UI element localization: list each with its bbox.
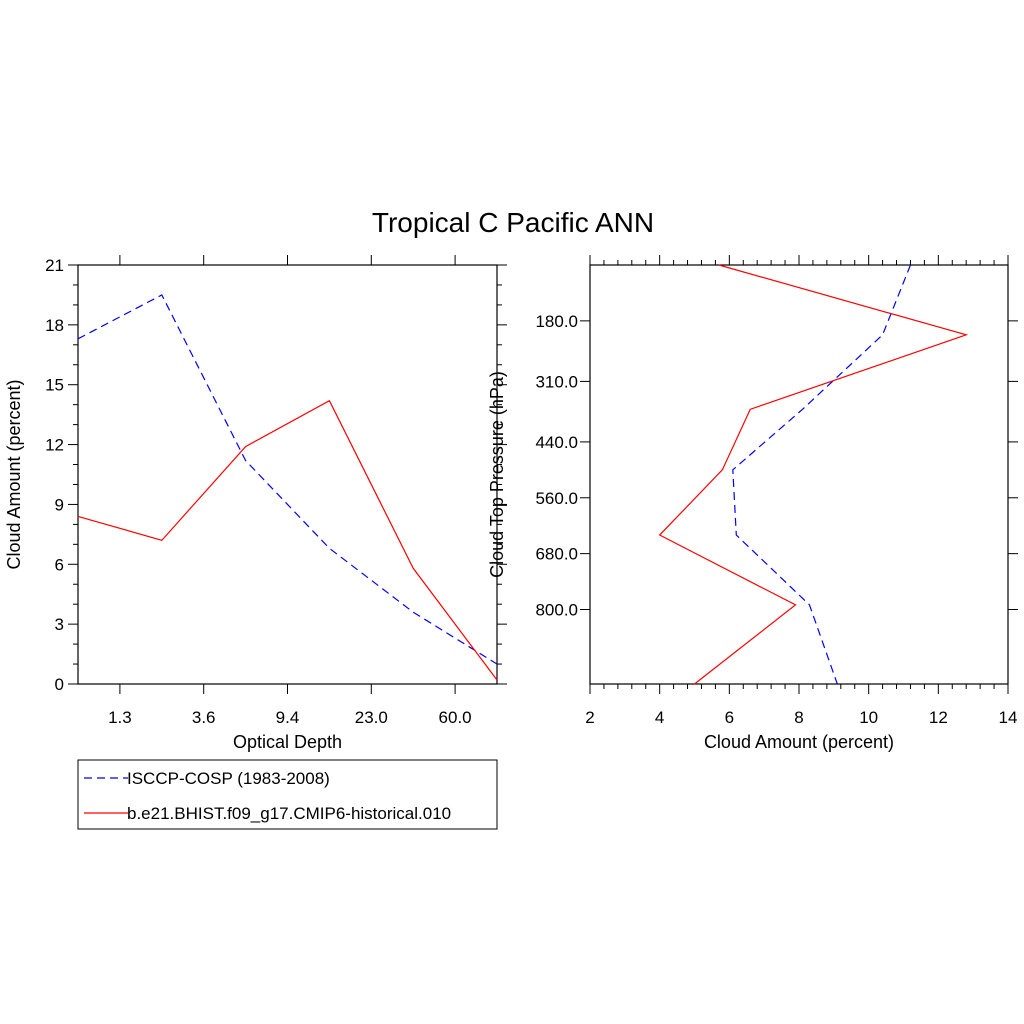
x-tick-label: 2 (585, 708, 594, 727)
x-axis-label: Optical Depth (233, 732, 342, 752)
y-tick-label: 180.0 (535, 312, 578, 331)
x-tick-label: 23.0 (355, 708, 388, 727)
cloud-top-pressure-panel: 2 4 6 8 10 12 14 180.0 310.0 440.0 560.0 680.0 800.0… (487, 255, 1018, 752)
plot-frame (77, 264, 498, 685)
series-line-model (77, 399, 498, 681)
y-tick-label: 800.0 (535, 601, 578, 620)
x-tick-label: 14 (999, 708, 1018, 727)
x-tick-label: 4 (655, 708, 664, 727)
series-line-isccp (732, 264, 912, 685)
y-tick-label: 310.0 (535, 372, 578, 391)
plot-frame (589, 264, 1009, 685)
y-tick-label: 0 (55, 675, 64, 694)
optical-depth-panel: 0 3 6 9 12 15 18 21 1.3 3.6 9.4 23.0 60.0 Optical Dep… (4, 255, 507, 752)
x-tick-label: 3.6 (192, 708, 216, 727)
y-tick-label: 680.0 (535, 545, 578, 564)
y-axis-label: Cloud Top Pressure (hPa) (487, 371, 507, 578)
y-axis-label: Cloud Amount (percent) (4, 379, 24, 569)
series-line-isccp (77, 294, 498, 665)
x-tick-label: 12 (929, 708, 948, 727)
legend-box (77, 759, 498, 830)
x-tick-label: 9.4 (276, 708, 300, 727)
y-tick-label: 3 (55, 615, 64, 634)
legend-label: b.e21.BHIST.f09_g17.CMIP6-historical.010 (127, 804, 451, 823)
chart-title: Tropical C Pacific ANN (372, 207, 654, 238)
legend: ISCCP-COSP (1983-2008) b.e21.BHIST.f09_g1… (77, 759, 498, 830)
x-tick-label: 10 (859, 708, 878, 727)
x-tick-label: 8 (794, 708, 803, 727)
y-tick-label: 18 (45, 316, 64, 335)
y-tick-label: 12 (45, 436, 64, 455)
y-tick-label: 9 (55, 495, 64, 514)
x-tick-label: 60.0 (439, 708, 472, 727)
legend-label: ISCCP-COSP (1983-2008) (127, 769, 330, 788)
x-axis-label: Cloud Amount (percent) (704, 732, 894, 752)
y-tick-label: 21 (45, 256, 64, 275)
y-tick-label: 15 (45, 376, 64, 395)
x-tick-label: 1.3 (108, 708, 132, 727)
y-tick-label: 560.0 (535, 489, 578, 508)
y-tick-label: 440.0 (535, 433, 578, 452)
series-line-model (658, 264, 969, 685)
y-tick-label: 6 (55, 555, 64, 574)
x-tick-label: 6 (725, 708, 734, 727)
